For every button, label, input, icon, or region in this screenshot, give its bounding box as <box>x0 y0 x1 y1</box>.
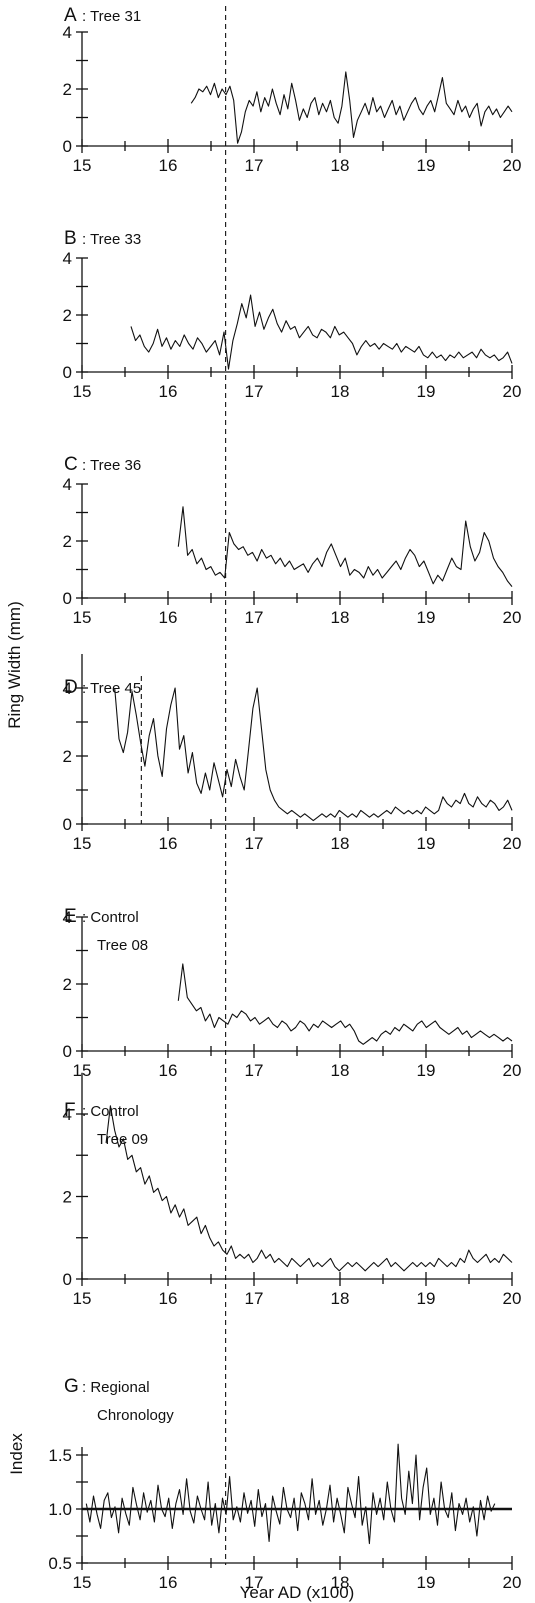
panel-G-letter: G <box>64 1376 79 1397</box>
panel-B-x-tick-label: 20 <box>503 382 522 401</box>
panel-E-y-tick-label: 2 <box>63 975 72 994</box>
panel-A-x-tick-label: 20 <box>503 156 522 175</box>
panel-F-x-tick-label: 20 <box>503 1289 522 1308</box>
panel-E-x-tick-label: 18 <box>331 1061 350 1080</box>
panel-E-x-tick-label: 19 <box>417 1061 436 1080</box>
panel-E-x-tick-label: 20 <box>503 1061 522 1080</box>
panel-A-y-tick-label: 2 <box>63 80 72 99</box>
panel-C-title: : Tree 36 <box>82 457 141 474</box>
x-axis-title: Year AD (x100) <box>240 1583 355 1602</box>
panel-B-y-tick-label: 0 <box>63 363 72 382</box>
panel-B-letter: B <box>64 228 77 249</box>
panel-G-title: : Regional <box>82 1379 150 1396</box>
panel-F-y-tick-label: 4 <box>63 1105 72 1124</box>
panel-C-series-line <box>177 506 513 587</box>
panel-D-x-tick-label: 16 <box>159 834 178 853</box>
panel-G-x-tick-label: 19 <box>417 1573 436 1592</box>
panel-D-title: : Tree 45 <box>82 680 141 697</box>
panel-E-letter: E <box>64 906 77 927</box>
panel-C-y-tick-label: 2 <box>63 532 72 551</box>
panel-D-series-line <box>114 687 513 822</box>
panel-D-letter: D <box>64 677 78 698</box>
panel-D-x-tick-label: 19 <box>417 834 436 853</box>
panel-F-x-tick-label: 16 <box>159 1289 178 1308</box>
panel-G-x-tick-label: 18 <box>331 1573 350 1592</box>
panel-E-series-line <box>177 963 513 1045</box>
panel-B-series-line <box>130 294 513 370</box>
panel-F-x-tick-label: 18 <box>331 1289 350 1308</box>
panel-E-x-tick-label: 15 <box>73 1061 92 1080</box>
panel-F-title: : Control <box>82 1103 139 1120</box>
panel-A-letter: A <box>64 5 77 26</box>
panel-A-x-tick-label: 18 <box>331 156 350 175</box>
panel-E-title: : Control <box>82 909 139 926</box>
panel-E-title-line2: Tree 08 <box>97 937 148 954</box>
panel-D-x-tick-label: 18 <box>331 834 350 853</box>
panel-E-x-tick-label: 17 <box>245 1061 264 1080</box>
panel-A-y-tick-label: 4 <box>63 23 72 42</box>
panel-C-x-tick-label: 20 <box>503 608 522 627</box>
panel-B-x-tick-label: 15 <box>73 382 92 401</box>
ring-width-y-axis-title: Ring Width (mm) <box>5 601 24 729</box>
panel-C-x-tick-label: 19 <box>417 608 436 627</box>
panel-C-x-tick-label: 16 <box>159 608 178 627</box>
panel-C-y-tick-label: 0 <box>63 589 72 608</box>
panel-D-x-tick-label: 20 <box>503 834 522 853</box>
panel-A-series-line <box>190 71 513 144</box>
panel-D-x-tick-label: 17 <box>245 834 264 853</box>
panel-A-x-tick-label: 19 <box>417 156 436 175</box>
panel-B-x-tick-label: 17 <box>245 382 264 401</box>
panel-G-x-tick-label: 20 <box>503 1573 522 1592</box>
panel-B-y-tick-label: 4 <box>63 249 72 268</box>
panel-C-x-tick-label: 17 <box>245 608 264 627</box>
panel-D-y-tick-label: 4 <box>63 679 72 698</box>
panel-F-y-tick-label: 2 <box>63 1188 72 1207</box>
panel-D: 0 2 4 15 16 17 18 19 20 D: Tree 45 <box>63 654 522 853</box>
panel-F-y-tick-label: 0 <box>63 1270 72 1289</box>
panel-E-y-tick-label: 4 <box>63 908 72 927</box>
panel-G-series-line <box>85 1443 496 1545</box>
panel-D-y-tick-label: 2 <box>63 747 72 766</box>
panel-A-x-tick-label: 16 <box>159 156 178 175</box>
panel-B-y-tick-label: 2 <box>63 306 72 325</box>
panel-E-x-tick-label: 16 <box>159 1061 178 1080</box>
panel-G-x-tick-label: 17 <box>245 1573 264 1592</box>
panel-G-x-tick-label: 15 <box>73 1573 92 1592</box>
panel-G-y-tick-label: 1.5 <box>48 1446 72 1465</box>
panel-F-x-tick-label: 17 <box>245 1289 264 1308</box>
panel-C-x-tick-label: 15 <box>73 608 92 627</box>
panel-G-y-tick-label: 0.5 <box>48 1554 72 1573</box>
panel-A-title: : Tree 31 <box>82 8 141 25</box>
panel-G-x-tick-label: 16 <box>159 1573 178 1592</box>
panel-D-x-tick-label: 15 <box>73 834 92 853</box>
panel-C-y-tick-label: 4 <box>63 475 72 494</box>
panel-E: 0 2 4 15 16 17 18 19 20 E : Control Tree 08 <box>63 906 522 1080</box>
panel-G-y-tick-label: 1.0 <box>48 1500 72 1519</box>
panel-B-x-tick-label: 19 <box>417 382 436 401</box>
panel-F-series-line <box>105 1105 513 1272</box>
panel-G-title-line2: Chronology <box>97 1407 174 1424</box>
panel-A-x-tick-label: 17 <box>245 156 264 175</box>
panel-A: 0 2 4 15 16 17 18 19 20 A : Tree 31 <box>63 5 522 175</box>
index-y-axis-title: Index <box>7 1433 26 1475</box>
panel-D-y-tick-label: 0 <box>63 815 72 834</box>
panel-B-x-tick-label: 18 <box>331 382 350 401</box>
panel-E-y-tick-label: 0 <box>63 1042 72 1061</box>
panel-C-x-tick-label: 18 <box>331 608 350 627</box>
panel-C: 0 2 4 15 16 17 18 19 20 C: Tree 36 <box>63 454 522 627</box>
panel-F-letter: F <box>64 1100 76 1121</box>
panel-C-letter: C <box>64 454 78 475</box>
panel-F-x-tick-label: 15 <box>73 1289 92 1308</box>
panel-B: 0 2 4 15 16 17 18 19 20 B : Tree 33 <box>63 228 522 401</box>
panel-A-x-tick-label: 15 <box>73 156 92 175</box>
panel-A-y-tick-label: 0 <box>63 137 72 156</box>
panel-B-title: : Tree 33 <box>82 231 141 248</box>
panel-G: 0.5 1.0 1.5 15 16 17 18 19 20 G: Regional Chronolo… <box>48 1376 521 1592</box>
panel-F-x-tick-label: 19 <box>417 1289 436 1308</box>
panel-B-x-tick-label: 16 <box>159 382 178 401</box>
